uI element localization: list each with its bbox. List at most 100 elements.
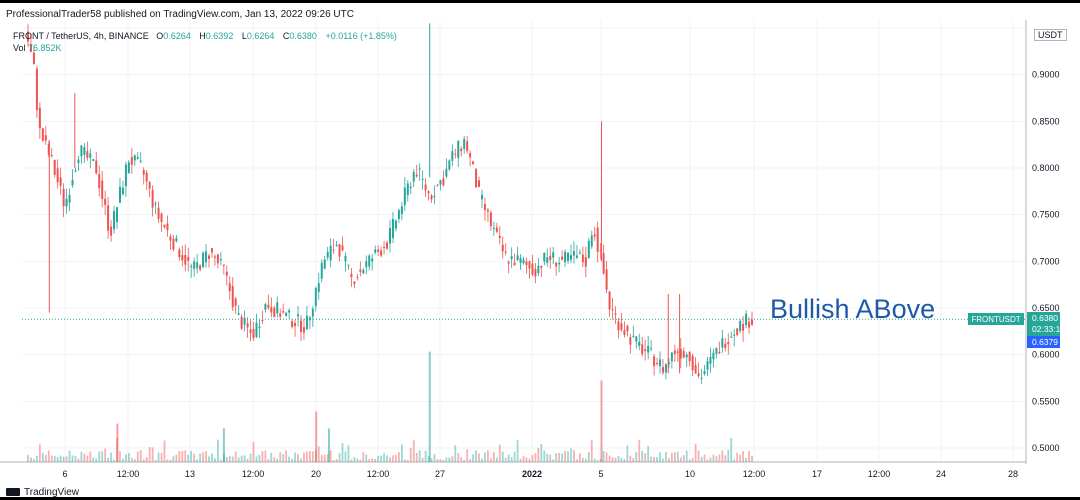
volume-bar bbox=[751, 455, 753, 462]
volume-bar bbox=[697, 450, 700, 462]
candle-body bbox=[148, 182, 151, 189]
candle-body bbox=[86, 151, 89, 158]
volume-bar bbox=[445, 457, 448, 462]
volume-bar bbox=[421, 457, 424, 462]
volume-bar bbox=[406, 459, 409, 462]
candle-body bbox=[486, 209, 489, 212]
candle-body bbox=[77, 159, 80, 164]
candle-body bbox=[344, 255, 347, 262]
currency-label[interactable]: USDT bbox=[1034, 29, 1067, 41]
y-tick-label: 0.6500 bbox=[1032, 303, 1060, 313]
volume-bar bbox=[359, 459, 362, 462]
volume-bar bbox=[665, 452, 667, 462]
volume-bar bbox=[463, 459, 466, 462]
candle-body bbox=[504, 251, 507, 253]
volume-bar bbox=[540, 444, 543, 462]
candle-body bbox=[311, 308, 314, 317]
volume-bar bbox=[258, 455, 261, 462]
volume-bar bbox=[415, 452, 418, 462]
candle-body bbox=[133, 155, 136, 161]
volume-bar bbox=[552, 459, 555, 462]
candle-body bbox=[380, 250, 383, 256]
volume-bar bbox=[377, 455, 380, 462]
volume-bar bbox=[418, 450, 421, 462]
volume-bar bbox=[676, 451, 679, 462]
volume-bar bbox=[92, 457, 95, 462]
x-tick-label: 12:00 bbox=[367, 469, 390, 479]
x-tick-label: 17 bbox=[812, 469, 822, 479]
change-value: +0.0116 (+1.85%) bbox=[325, 31, 397, 41]
volume-bar bbox=[169, 459, 172, 462]
candle-body bbox=[664, 364, 667, 373]
candle-body bbox=[403, 187, 406, 206]
volume-bar bbox=[472, 454, 474, 462]
candle-body bbox=[65, 198, 68, 207]
candle-body bbox=[107, 205, 110, 231]
candle-body bbox=[691, 355, 694, 371]
candle-body bbox=[647, 345, 650, 353]
candle-body bbox=[727, 341, 730, 345]
volume-bar bbox=[484, 452, 486, 462]
candle-body bbox=[202, 252, 205, 267]
volume-bar bbox=[202, 452, 204, 462]
volume-bar bbox=[647, 446, 650, 462]
volume-bar bbox=[133, 459, 136, 462]
candle-body bbox=[745, 313, 748, 326]
candle-body bbox=[56, 168, 59, 183]
second-price-box bbox=[1027, 336, 1060, 348]
high-value: 0.6392 bbox=[205, 31, 234, 41]
symbol-label[interactable]: FRONT / TetherUS, 4h, BINANCE bbox=[13, 31, 149, 41]
volume-bar bbox=[549, 454, 552, 462]
candle-body bbox=[216, 254, 219, 264]
volume-bar bbox=[712, 454, 715, 462]
candle-body bbox=[661, 367, 664, 373]
y-tick-label: 0.7000 bbox=[1032, 256, 1060, 266]
volume-bar bbox=[507, 454, 510, 462]
volume-bar bbox=[596, 459, 599, 462]
volume-bar bbox=[528, 458, 531, 462]
close-value: 0.6380 bbox=[289, 31, 317, 41]
volume-bar bbox=[570, 448, 572, 462]
candle-body bbox=[694, 365, 697, 374]
candle-body bbox=[154, 203, 157, 205]
candle-body bbox=[543, 252, 546, 262]
volume-bar bbox=[347, 445, 350, 462]
candle-body bbox=[531, 263, 534, 275]
candle-body bbox=[145, 172, 148, 182]
volume-bar bbox=[492, 452, 495, 462]
candle-body bbox=[258, 326, 261, 329]
candle-body bbox=[184, 254, 187, 265]
volume-bar bbox=[125, 454, 127, 462]
volume-bar bbox=[160, 452, 163, 462]
volume-bar bbox=[638, 439, 641, 462]
candle-body bbox=[142, 170, 145, 175]
volume-bar bbox=[264, 450, 267, 462]
candle-body bbox=[270, 306, 273, 313]
volume-bar bbox=[573, 450, 575, 462]
volume-bar bbox=[392, 455, 394, 462]
symbol-price-label: FRONTUSDT bbox=[971, 315, 1020, 324]
candle-body bbox=[448, 160, 451, 170]
volume-spike bbox=[222, 428, 225, 462]
candle-body bbox=[397, 210, 400, 220]
candle-body bbox=[252, 328, 255, 339]
candle-body bbox=[71, 180, 74, 186]
volume-bar bbox=[270, 452, 273, 462]
volume-bar bbox=[83, 453, 86, 462]
candle-body bbox=[196, 262, 199, 269]
candle-body bbox=[400, 206, 403, 214]
candle-body bbox=[136, 157, 139, 160]
y-tick-label: 0.8000 bbox=[1032, 163, 1060, 173]
candle-body bbox=[739, 320, 742, 331]
candle-body bbox=[130, 156, 133, 165]
volume-bar bbox=[178, 451, 181, 462]
candle-body bbox=[495, 227, 498, 232]
candle-body bbox=[427, 191, 430, 194]
volume-bar bbox=[748, 450, 750, 462]
volume-bar bbox=[288, 456, 291, 462]
candle-body bbox=[353, 281, 356, 285]
volume-bar bbox=[27, 455, 29, 462]
candle-body bbox=[421, 178, 424, 180]
candle-body bbox=[113, 211, 116, 230]
